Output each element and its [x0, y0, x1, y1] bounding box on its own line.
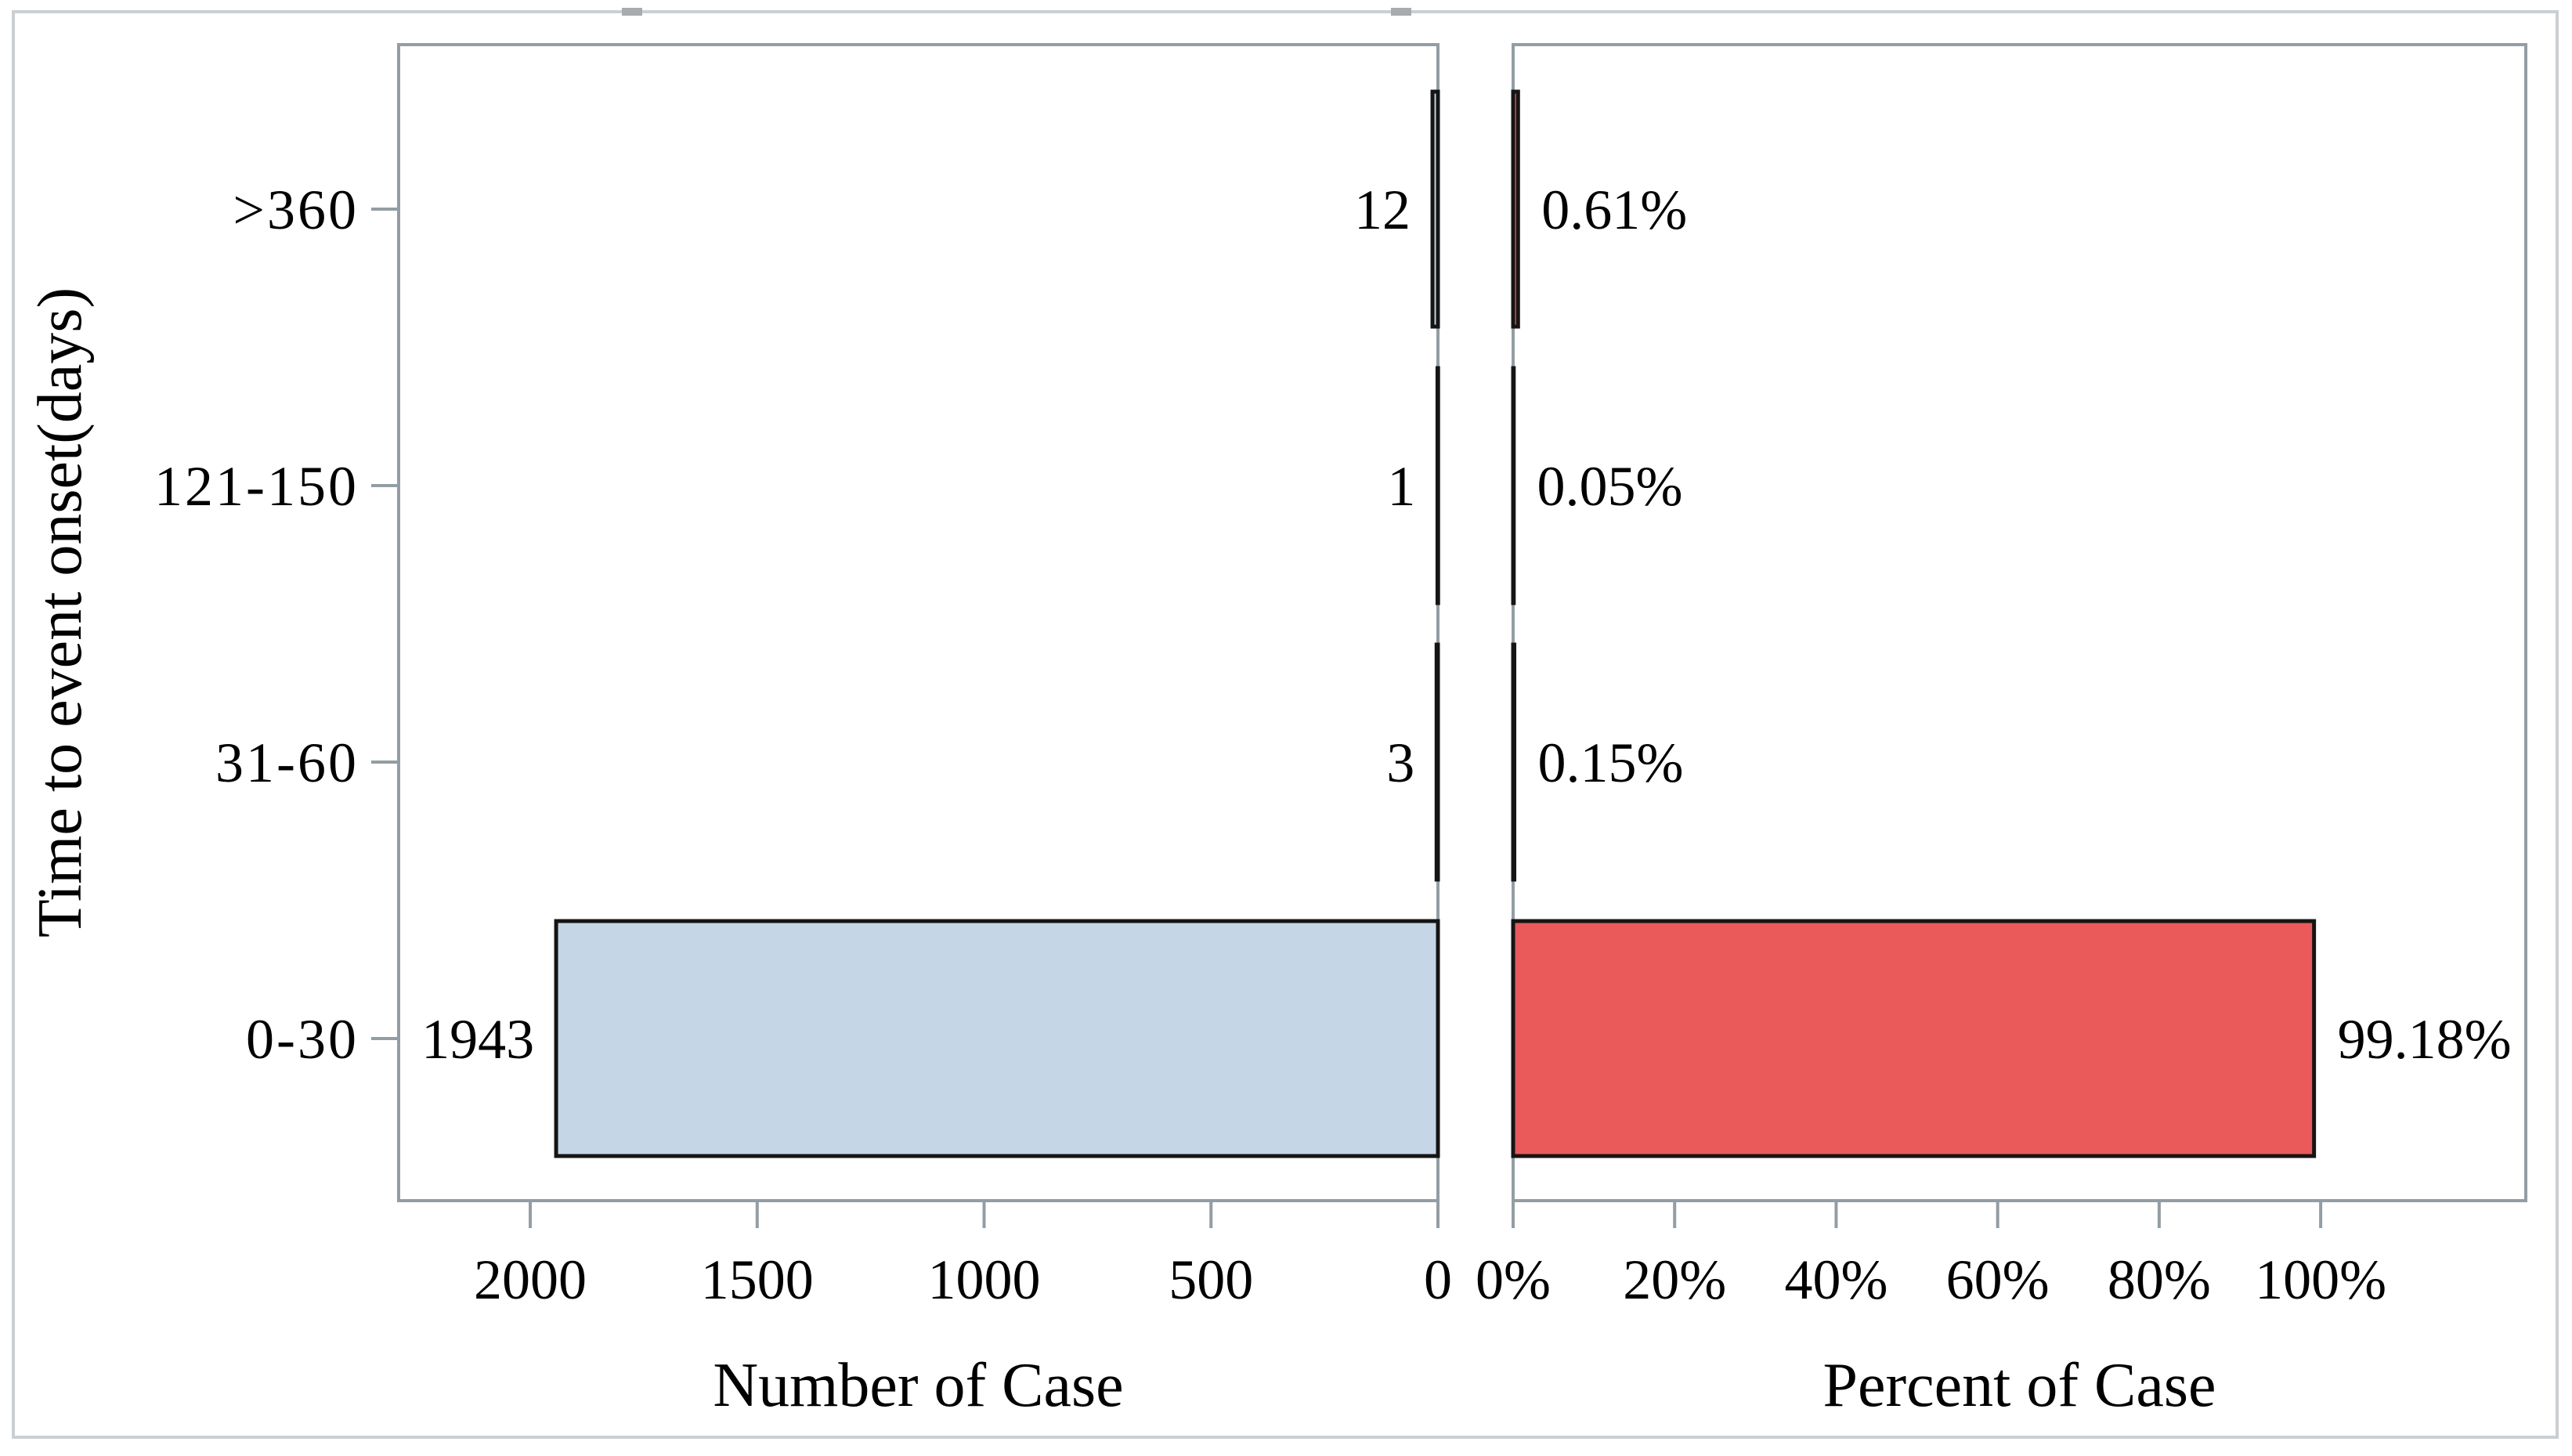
y-tick-label: 31-60	[215, 732, 359, 794]
bar-value-label: 12	[1354, 179, 1411, 241]
right-x-tick-label: 60%	[1946, 1248, 2050, 1311]
bar-0-30-left	[554, 919, 1440, 1158]
y-tick-label: 121-150	[154, 455, 359, 518]
left-x-tick-label: 2000	[474, 1248, 587, 1311]
left-x-tick-label: 1000	[928, 1248, 1041, 1311]
bar-value-label: 0.61%	[1541, 179, 1687, 241]
right-x-tick-label: 0%	[1476, 1248, 1551, 1311]
right-x-axis-title: Percent of Case	[1822, 1351, 2216, 1420]
left-x-tick-label: 500	[1169, 1248, 1253, 1311]
left-x-tick-label: 0	[1424, 1248, 1452, 1311]
left-x-tick-label: 1500	[701, 1248, 814, 1311]
bar-value-label: 99.18%	[2338, 1008, 2512, 1071]
right-x-tick-label: 80%	[2108, 1248, 2211, 1311]
bar-31-60-left	[1434, 642, 1440, 882]
right-x-tick-label: 40%	[1784, 1248, 1887, 1311]
outer-border	[12, 10, 2559, 1439]
border-handle-icon	[1391, 8, 1411, 16]
y-tick-label: >360	[233, 179, 359, 241]
right-x-tick-label: 100%	[2255, 1248, 2386, 1311]
right-x-tick-label: 20%	[1623, 1248, 1726, 1311]
bar-value-label: 3	[1386, 732, 1414, 794]
border-handle-icon	[622, 8, 642, 16]
bar-value-label: 1943	[421, 1008, 534, 1071]
bar->360-right	[1511, 89, 1520, 329]
bar-value-label: 0.15%	[1538, 732, 1684, 794]
y-axis-title: Time to event onset(days)	[26, 287, 95, 938]
bar-value-label: 0.05%	[1537, 455, 1683, 518]
bar-121-150-left	[1435, 366, 1440, 605]
bar-value-label: 1	[1387, 455, 1415, 518]
bar-0-30-right	[1511, 919, 2317, 1158]
left-x-axis-title: Number of Case	[713, 1351, 1123, 1420]
bar->360-left	[1430, 89, 1440, 329]
bar-121-150-right	[1511, 366, 1516, 605]
bar-31-60-right	[1511, 642, 1517, 882]
y-tick-label: 0-30	[246, 1008, 359, 1071]
